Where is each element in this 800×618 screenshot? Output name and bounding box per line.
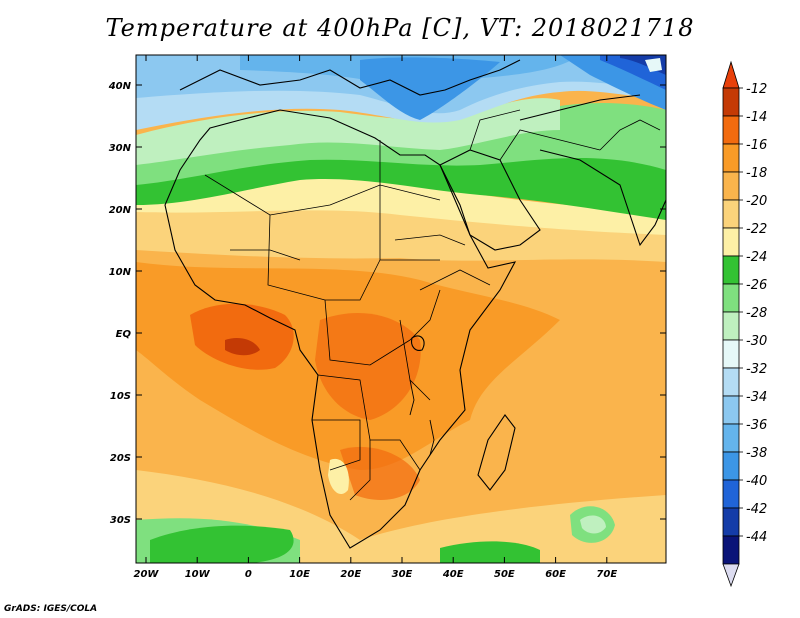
colorbar-label: -38: [746, 446, 767, 461]
coastline-outline: [164, 59, 666, 549]
colorbar-label: -22: [746, 222, 767, 237]
longitude-ticks: 20W 10W 0 10E 20E 30E 40E 50E 60E 70E: [134, 55, 617, 580]
colorbar-swatch: [722, 255, 740, 285]
colorbar-swatch: [722, 535, 740, 565]
colorbar-bottom-arrow: [722, 563, 740, 588]
colorbar-label: -36: [746, 418, 767, 433]
colorbar-swatch: [722, 227, 740, 257]
lat-tick-label: 10N: [109, 267, 132, 278]
colorbar-swatch: [722, 311, 740, 341]
colorbar-swatch: [722, 143, 740, 173]
colorbar-swatch: [722, 339, 740, 369]
lon-tick-label: 20W: [134, 569, 160, 580]
lat-tick-label: 20S: [110, 453, 131, 464]
colorbar-label: -32: [746, 362, 767, 377]
lon-tick-label: 10W: [185, 569, 211, 580]
colorbar-label: -26: [746, 278, 767, 293]
colorbar-label: -18: [746, 166, 767, 181]
colorbar-label: -24: [746, 250, 767, 265]
colorbar-top-arrow: [722, 60, 740, 89]
colorbar-label: -42: [746, 502, 767, 517]
lat-tick-label: 10S: [110, 391, 131, 402]
colorbar: -12 -14 -16 -18 -20 -22 -24 -26 -28 -30 -32 -34 -36 -…: [722, 60, 767, 588]
colorbar-label: -30: [746, 334, 767, 349]
colorbar-swatch: [722, 479, 740, 509]
colorbar-swatch: [722, 199, 740, 229]
lon-tick-label: 70E: [596, 569, 617, 580]
colorbar-swatch: [722, 367, 740, 397]
lat-tick-label: 20N: [109, 205, 132, 216]
colorbar-label: -20: [746, 194, 767, 209]
temperature-field: [136, 55, 666, 563]
map-frame: [135, 54, 667, 564]
colorbar-label: -16: [746, 138, 767, 153]
lon-tick-label: 10E: [289, 569, 310, 580]
colorbar-label: -40: [746, 474, 767, 489]
colorbar-swatch: [722, 283, 740, 313]
colorbar-swatch: [722, 423, 740, 453]
lat-tick-label: 40N: [108, 81, 132, 92]
lon-tick-label: 0: [245, 569, 252, 580]
grads-credit: GrADS: IGES/COLA: [4, 604, 98, 614]
latitude-ticks: 40N 30N 20N 10N EQ 10S 20S 30S: [108, 81, 666, 526]
colorbar-label: -34: [746, 390, 767, 405]
lon-tick-label: 40E: [442, 569, 464, 580]
colorbar-label: -44: [746, 530, 767, 545]
map-title: Temperature at 400hPa [C], VT: 201802171…: [105, 14, 695, 42]
colorbar-swatch: [722, 87, 740, 117]
lon-tick-label: 60E: [545, 569, 566, 580]
colorbar-swatch: [722, 451, 740, 481]
colorbar-swatch: [722, 171, 740, 201]
lat-tick-label: EQ: [116, 329, 132, 340]
lon-tick-label: 50E: [494, 569, 515, 580]
lon-tick-label: 30E: [392, 569, 413, 580]
colorbar-swatch: [722, 395, 740, 425]
colorbar-label: -28: [746, 306, 767, 321]
lat-tick-label: 30N: [109, 143, 132, 154]
colorbar-label: -12: [746, 82, 767, 97]
colorbar-swatch: [722, 507, 740, 537]
colorbar-swatch: [722, 115, 740, 145]
lon-tick-label: 20E: [340, 569, 361, 580]
lat-tick-label: 30S: [110, 515, 131, 526]
colorbar-label: -14: [746, 110, 767, 125]
